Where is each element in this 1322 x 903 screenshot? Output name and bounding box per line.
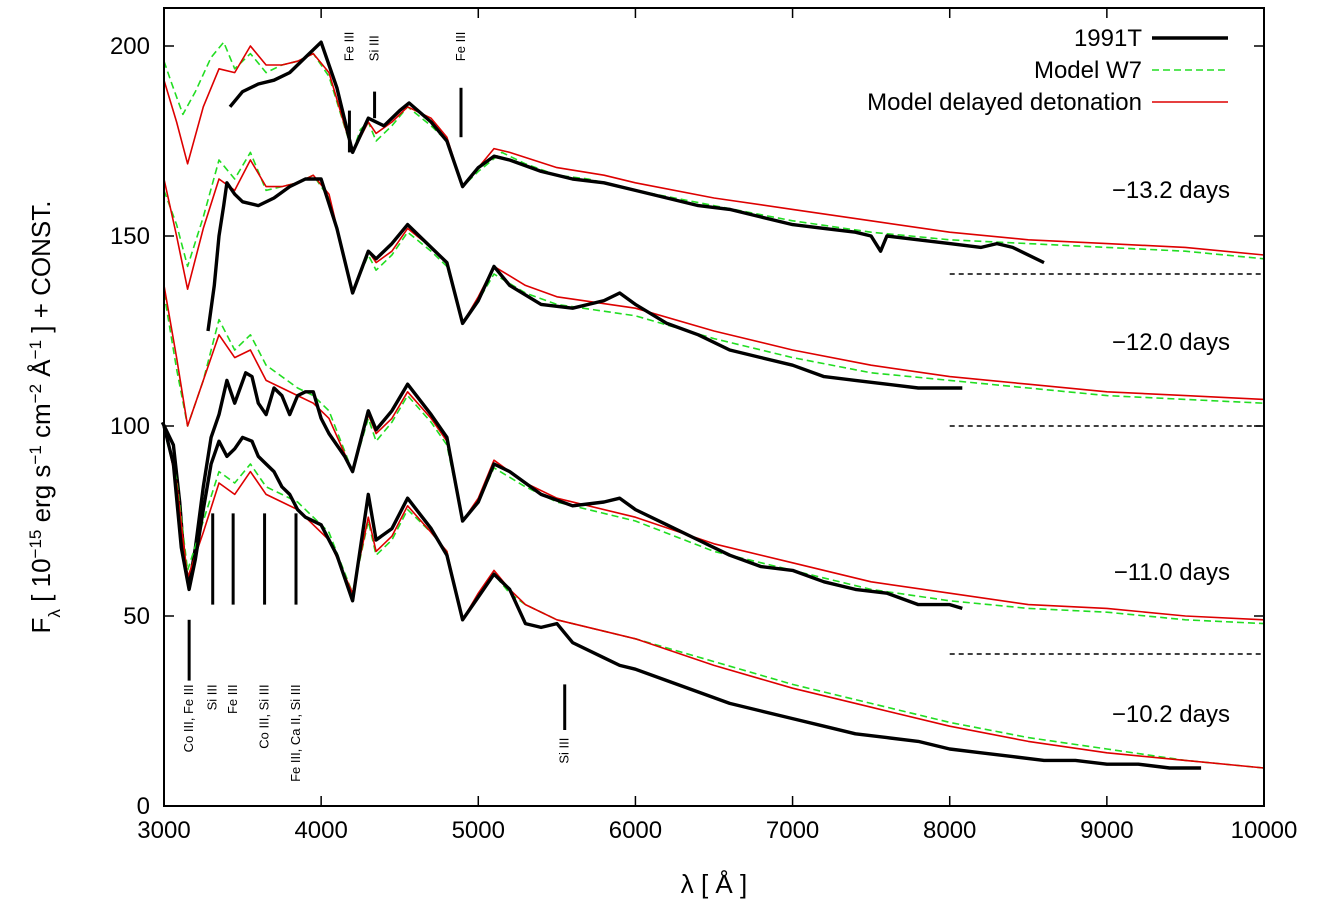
line-id-label: Co III, Fe III [181,684,196,752]
series-line-w7-epoch-2 [163,292,1265,625]
line-id-label: Fe III [453,32,468,62]
y-tick-label: 0 [137,793,150,820]
legend: 1991T Model W7 Model delayed detonation [867,25,1228,116]
series-line-dd-epoch-3 [163,425,1265,769]
legend-label: Model delayed detonation [867,89,1142,116]
line-id-label: Fe III, Ca II, Si III [288,684,303,782]
y-tick-label: 200 [110,33,150,60]
line-id-label: Co III, Si III [257,684,272,748]
y-tick-label: 100 [110,413,150,440]
epoch-label: −12.0 days [1112,329,1230,356]
plot-area: −13.2 days −12.0 days −11.0 days −10.2 days… [160,32,1265,782]
y-axis-title: Fλ [ 10−15 erg s−1 cm−2 Å−1 ] + CONST. [26,201,64,634]
y-tick-label: 50 [123,603,150,630]
series-line-dd-epoch-1 [163,159,1265,401]
series-line-w7-epoch-3 [163,429,1265,769]
x-tick-label: 4000 [294,817,347,844]
legend-label: Model W7 [1034,57,1142,84]
x-axis: 3000 4000 5000 6000 7000 8000 9000 10000 [137,8,1297,844]
series-line-w7-epoch-0 [163,41,1265,260]
epoch-label: −10.2 days [1112,701,1230,728]
line-id-label: Fe III [341,32,356,62]
series-line-dd-epoch-2 [163,285,1265,621]
line-id-label: Si III [367,35,382,61]
series-line-observed-epoch-3 [162,425,1202,770]
series-line-observed-epoch-0 [228,40,1045,265]
x-axis-title: λ [ Å ] [681,869,747,899]
x-tick-label: 5000 [452,817,505,844]
line-id-label: Fe III [225,684,240,714]
line-id-label: Si III [557,738,572,764]
epoch-label: −11.0 days [1114,559,1230,586]
line-id-label: Si III [205,684,220,710]
series-line-observed-epoch-1 [206,177,963,390]
epoch-label: −13.2 days [1112,177,1230,204]
x-tick-label: 9000 [1080,817,1133,844]
series-line-w7-epoch-1 [163,151,1265,404]
y-tick-label: 150 [110,223,150,250]
x-tick-label: 3000 [137,817,190,844]
x-tick-label: 8000 [923,817,976,844]
x-tick-label: 10000 [1231,817,1298,844]
legend-label: 1991T [1074,25,1142,52]
x-tick-label: 6000 [609,817,662,844]
x-tick-label: 7000 [766,817,819,844]
plot-frame [163,7,1265,807]
series-line-observed-epoch-2 [160,371,963,611]
y-axis: 0 50 100 150 200 [110,33,1264,820]
